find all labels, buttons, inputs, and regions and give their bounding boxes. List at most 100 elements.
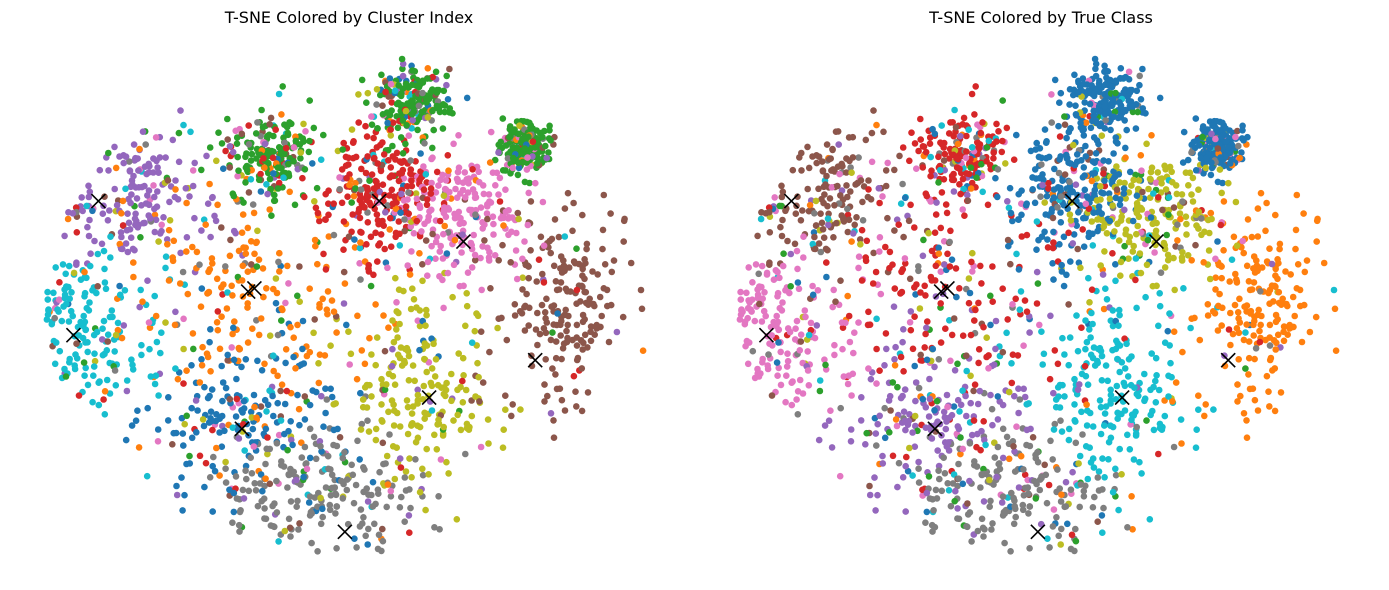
scatter-point	[280, 463, 288, 470]
scatter-point	[778, 182, 785, 190]
scatter-point	[99, 325, 106, 333]
scatter-point	[224, 136, 231, 143]
scatter-point	[941, 470, 949, 477]
scatter-point	[162, 154, 169, 161]
scatter-point	[416, 176, 423, 184]
scatter-point	[792, 210, 800, 217]
scatter-point	[973, 463, 981, 470]
scatter-point	[1250, 321, 1257, 329]
scatter-point	[408, 81, 416, 89]
scatter-point	[245, 141, 253, 148]
scatter-point	[585, 301, 592, 309]
scatter-point	[779, 299, 786, 306]
scatter-point	[843, 169, 850, 176]
scatter-point	[987, 497, 994, 505]
scatter-point	[570, 199, 577, 207]
scatter-point	[1280, 323, 1288, 330]
scatter-point	[786, 328, 794, 336]
scatter-point	[495, 191, 502, 198]
scatter-point	[911, 443, 919, 451]
scatter-point	[242, 179, 249, 186]
scatter-point	[468, 241, 476, 249]
scatter-point	[416, 250, 423, 257]
scatter-point	[942, 425, 950, 433]
scatter-point	[555, 233, 563, 241]
scatter-point	[428, 335, 435, 343]
scatter-point	[152, 134, 160, 141]
scatter-point	[824, 215, 832, 222]
scatter-point	[542, 142, 549, 150]
scatter-point	[190, 345, 197, 353]
scatter-point	[1026, 503, 1034, 510]
scatter-point	[407, 504, 414, 512]
scatter-point	[459, 179, 467, 186]
scatter-point	[344, 193, 351, 200]
scatter-point	[373, 334, 381, 341]
scatter-point	[955, 460, 962, 468]
scatter-point	[959, 121, 966, 128]
scatter-point	[82, 364, 89, 372]
scatter-point	[563, 338, 571, 346]
scatter-point	[123, 387, 131, 395]
scatter-point	[807, 319, 815, 327]
scatter-point	[499, 115, 507, 122]
scatter-point	[242, 244, 249, 252]
scatter-point	[988, 405, 996, 413]
scatter-point	[362, 169, 370, 177]
scatter-point	[183, 234, 191, 241]
scatter-point	[164, 417, 172, 424]
scatter-point	[484, 215, 491, 223]
scatter-point	[887, 407, 894, 414]
scatter-point	[254, 357, 261, 365]
scatter-point	[804, 143, 811, 151]
scatter-point	[399, 72, 407, 80]
scatter-point	[857, 417, 865, 424]
scatter-point	[573, 245, 580, 252]
scatter-point	[1265, 388, 1272, 396]
scatter-point	[260, 155, 267, 162]
scatter-point	[822, 361, 829, 369]
scatter-point	[745, 264, 752, 271]
scatter-point	[274, 331, 282, 339]
scatter-point	[1065, 436, 1073, 444]
scatter-point	[450, 140, 457, 148]
scatter-point	[942, 201, 950, 208]
scatter-point	[1292, 226, 1300, 234]
scatter-point	[118, 210, 125, 217]
scatter-point	[465, 180, 472, 187]
scatter-point	[368, 351, 375, 358]
scatter-point	[1126, 168, 1134, 176]
scatter-point	[398, 493, 405, 501]
scatter-point	[1125, 356, 1133, 363]
scatter-point	[400, 175, 408, 182]
scatter-point	[137, 286, 144, 294]
scatter-point	[889, 379, 897, 386]
scatter-point	[399, 65, 406, 73]
scatter-point	[1170, 254, 1177, 262]
scatter-point	[804, 367, 812, 374]
scatter-point	[369, 503, 377, 510]
scatter-point	[589, 268, 596, 275]
scatter-point	[247, 408, 255, 416]
scatter-point	[889, 452, 897, 460]
scatter-point	[1257, 321, 1264, 329]
scatter-point	[1205, 247, 1213, 254]
scatter-point	[881, 404, 888, 412]
scatter-point	[475, 373, 482, 381]
scatter-point	[978, 160, 985, 168]
scatter-point	[1124, 431, 1131, 439]
scatter-point	[1015, 266, 1023, 273]
scatter-point	[147, 215, 154, 222]
scatter-point	[862, 254, 869, 261]
scatter-point	[365, 261, 373, 269]
scatter-point	[468, 264, 476, 271]
scatter-point	[258, 497, 266, 505]
scatter-point	[1070, 141, 1077, 149]
scatter-point	[1041, 228, 1048, 236]
scatter-point	[891, 356, 898, 363]
scatter-point	[1107, 126, 1114, 134]
scatter-point	[1107, 397, 1115, 404]
scatter-point	[435, 493, 442, 500]
scatter-point	[1254, 233, 1262, 240]
scatter-point	[363, 404, 371, 411]
